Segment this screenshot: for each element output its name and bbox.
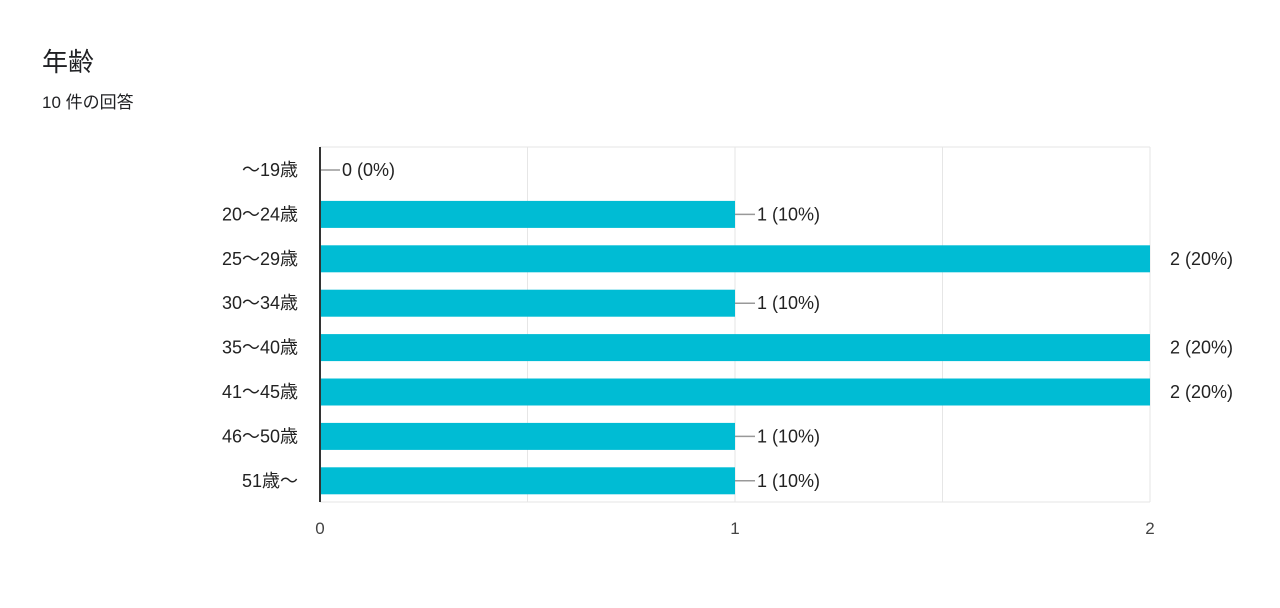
category-label: 35〜40歳	[222, 338, 298, 358]
category-label: 20〜24歳	[222, 204, 298, 224]
category-label: 51歳〜	[242, 471, 298, 491]
data-label: 1 (10%)	[757, 426, 820, 446]
bar	[320, 422, 735, 450]
bar	[320, 200, 735, 228]
x-tick-label: 0	[315, 519, 324, 538]
category-label: 〜19歳	[242, 160, 298, 180]
data-label: 1 (10%)	[757, 293, 820, 313]
bar	[320, 378, 1150, 406]
data-label: 0 (0%)	[342, 160, 395, 180]
bar	[320, 334, 1150, 362]
category-label: 30〜34歳	[222, 293, 298, 313]
response-count: 10 件の回答	[42, 93, 134, 112]
category-label: 25〜29歳	[222, 249, 298, 269]
data-label: 2 (20%)	[1170, 338, 1233, 358]
x-tick-label: 2	[1145, 519, 1154, 538]
chart-title: 年齢	[42, 47, 95, 77]
data-label: 2 (20%)	[1170, 249, 1233, 269]
bar	[320, 245, 1150, 273]
bar	[320, 467, 735, 495]
data-label: 2 (20%)	[1170, 382, 1233, 402]
bar	[320, 289, 735, 317]
data-label: 1 (10%)	[757, 204, 820, 224]
x-tick-label: 1	[730, 519, 739, 538]
data-label: 1 (10%)	[757, 471, 820, 491]
category-label: 41〜45歳	[222, 382, 298, 402]
category-label: 46〜50歳	[222, 426, 298, 446]
